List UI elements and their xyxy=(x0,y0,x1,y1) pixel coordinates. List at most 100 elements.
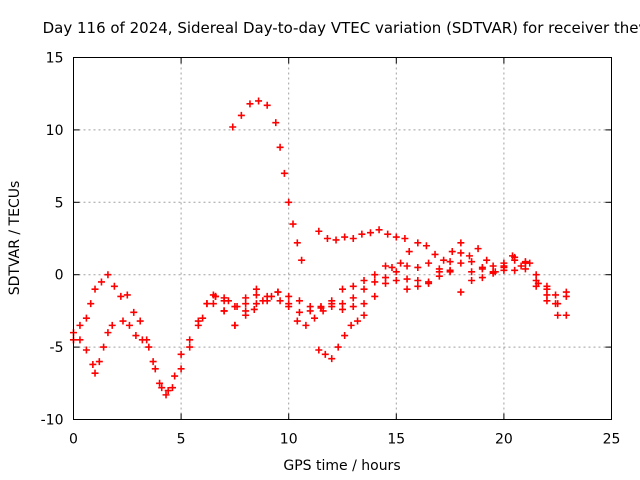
data-point xyxy=(285,292,293,300)
data-point xyxy=(562,311,570,319)
data-point xyxy=(388,263,396,271)
data-point xyxy=(349,294,357,302)
data-point xyxy=(231,321,239,329)
data-point xyxy=(384,230,392,238)
data-point xyxy=(457,249,465,257)
data-point xyxy=(341,233,349,241)
data-point xyxy=(108,321,116,329)
data-point xyxy=(465,252,473,260)
data-point xyxy=(242,311,250,319)
data-point xyxy=(229,123,237,131)
data-point xyxy=(97,278,105,286)
data-point xyxy=(425,278,433,286)
data-point xyxy=(76,336,84,344)
data-point xyxy=(89,360,97,368)
data-point xyxy=(474,245,482,253)
series-track-13 xyxy=(403,249,560,308)
data-point xyxy=(220,307,228,315)
data-point xyxy=(332,236,340,244)
data-point xyxy=(209,291,217,299)
data-point xyxy=(347,321,355,329)
y-axis-label: SDTVAR / TECUs xyxy=(7,181,23,296)
data-point xyxy=(392,276,400,284)
data-point xyxy=(123,291,131,299)
series-track-7 xyxy=(229,97,306,264)
data-point xyxy=(543,282,551,290)
data-point xyxy=(323,235,331,242)
data-point xyxy=(457,288,465,296)
data-point xyxy=(259,297,267,305)
data-point xyxy=(319,307,327,315)
data-point xyxy=(468,258,476,266)
x-tick-label: 10 xyxy=(280,432,298,448)
axis-ticks: 0 5 10 15 20 25 -10 -5 0 5 10 15 xyxy=(41,51,621,448)
data-point xyxy=(552,300,560,308)
data-point xyxy=(403,285,411,293)
data-point xyxy=(500,263,508,271)
data-point xyxy=(414,282,422,290)
y-tick-label: 5 xyxy=(55,195,64,211)
data-point xyxy=(349,303,357,311)
data-point xyxy=(138,336,146,344)
data-point xyxy=(233,303,241,311)
data-point xyxy=(315,227,323,235)
data-point xyxy=(302,321,310,329)
data-point xyxy=(392,233,400,241)
y-tick-label: 10 xyxy=(46,123,64,139)
y-tick-label: 0 xyxy=(55,268,64,284)
data-point xyxy=(552,291,560,299)
data-point xyxy=(468,268,476,276)
data-point xyxy=(130,308,138,316)
x-tick-label: 20 xyxy=(495,432,513,448)
series-track-3 xyxy=(119,292,260,395)
data-point xyxy=(285,303,293,311)
data-point xyxy=(382,279,390,287)
data-point xyxy=(119,317,127,325)
data-point xyxy=(82,346,90,354)
data-point xyxy=(422,242,430,250)
data-point xyxy=(171,372,179,380)
data-point xyxy=(328,355,336,363)
data-point xyxy=(295,308,303,316)
data-point xyxy=(132,332,140,340)
data-point xyxy=(315,346,323,354)
data-point xyxy=(186,343,194,351)
data-point xyxy=(382,262,390,270)
chart-title: Day 116 of 2024, Sidereal Day-to-day VTE… xyxy=(43,19,640,37)
data-point xyxy=(358,230,366,238)
data-point xyxy=(371,278,379,286)
data-point xyxy=(250,305,258,313)
data-point xyxy=(478,265,486,273)
data-point xyxy=(414,239,422,247)
data-point xyxy=(104,271,112,279)
data-point xyxy=(293,239,301,247)
data-point xyxy=(457,259,465,267)
data-point xyxy=(82,314,90,322)
data-point xyxy=(521,259,529,267)
data-point xyxy=(145,343,153,351)
data-point xyxy=(401,235,409,242)
data-point xyxy=(483,256,491,264)
x-tick-label: 15 xyxy=(387,432,405,448)
data-point xyxy=(158,384,166,392)
data-point xyxy=(321,350,329,358)
data-point xyxy=(554,311,562,319)
data-point xyxy=(91,369,99,377)
data-point xyxy=(543,291,551,299)
data-point xyxy=(267,292,275,300)
data-point xyxy=(237,111,245,119)
data-point xyxy=(511,266,519,274)
data-point xyxy=(263,101,271,109)
data-point xyxy=(360,285,368,293)
data-point xyxy=(136,317,144,325)
data-point xyxy=(209,300,217,308)
data-point xyxy=(110,282,118,290)
data-point xyxy=(446,268,454,276)
data-point xyxy=(274,288,282,296)
x-axis-label: GPS time / hours xyxy=(283,458,400,474)
data-point xyxy=(311,314,319,322)
data-point xyxy=(164,387,172,395)
series-track-4 xyxy=(199,262,390,329)
data-point xyxy=(162,391,170,399)
